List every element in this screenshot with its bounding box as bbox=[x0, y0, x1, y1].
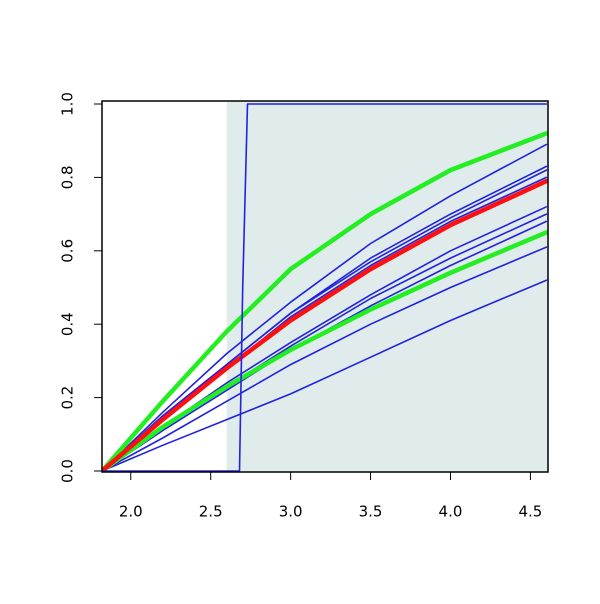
axes: 2.0 2.5 3.0 3.5 4.0 4.5 0.0 0.2 0.4 0.6 0.8 1.0 bbox=[59, 92, 549, 521]
plot-area bbox=[102, 101, 548, 472]
plot-frame bbox=[101, 100, 549, 473]
series-line bbox=[102, 230, 548, 472]
x-tick-label: 2.0 bbox=[119, 503, 143, 521]
series-line bbox=[102, 178, 548, 472]
x-tick-label: 3.0 bbox=[279, 503, 303, 521]
series-line bbox=[102, 279, 548, 472]
shaded-region bbox=[226, 101, 548, 472]
series-line bbox=[102, 131, 548, 472]
series-line bbox=[102, 169, 548, 472]
y-tick-label: 0.2 bbox=[59, 386, 77, 410]
x-tick-label: 2.5 bbox=[199, 503, 223, 521]
y-tick-label: 1.0 bbox=[59, 92, 77, 116]
y-tick-label: 0.6 bbox=[59, 239, 77, 263]
x-tick-label: 3.5 bbox=[359, 503, 383, 521]
series-line bbox=[102, 103, 548, 472]
y-tick-label: 0.0 bbox=[59, 459, 77, 483]
x-tick-label: 4.5 bbox=[518, 503, 542, 521]
series-line bbox=[102, 143, 548, 472]
x-tick-label: 4.0 bbox=[439, 503, 463, 521]
y-tick-label: 0.8 bbox=[59, 165, 77, 189]
series-line bbox=[102, 246, 548, 472]
y-tick-label: 0.4 bbox=[59, 312, 77, 336]
